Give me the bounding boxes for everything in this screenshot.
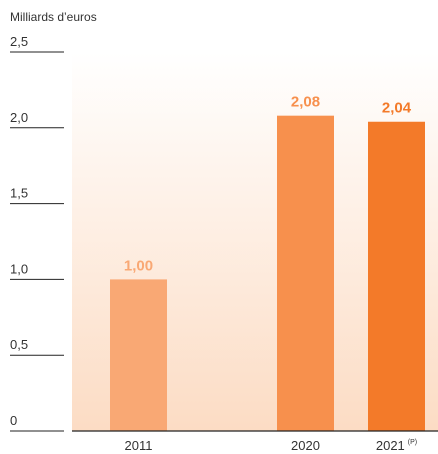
y-tick-label: 1,5 [10, 186, 28, 201]
x-axis-categories: 2011 2020 2021 (P) [125, 438, 418, 453]
value-labels: 1,00 2,08 2,04 [124, 94, 412, 275]
bar-2011 [110, 279, 167, 431]
category-year: 2021 [376, 438, 405, 453]
y-axis-unit-label: Milliards d’euros [10, 10, 97, 24]
category-year: 2011 [125, 438, 153, 453]
y-tick-label: 2,5 [10, 34, 28, 49]
category-label-2011: 2011 [125, 438, 153, 453]
value-label-2021: 2,04 [382, 100, 412, 117]
bar-2021 [368, 121, 425, 432]
category-note: (P) [408, 439, 417, 446]
y-tick-label: 0,5 [10, 337, 28, 352]
y-axis-ticks: 0 0,5 1,0 1,5 2,0 2,5 [10, 34, 64, 432]
bar-2020 [277, 115, 334, 431]
category-label-2020: 2020 [291, 438, 320, 453]
category-label-2021: 2021 (P) [376, 438, 417, 453]
value-label-2011: 1,00 [124, 257, 153, 274]
bars [110, 115, 425, 432]
category-year: 2020 [291, 438, 320, 453]
y-tick-label: 2,0 [10, 110, 28, 125]
y-tick-label: 0 [10, 413, 17, 428]
value-label-2020: 2,08 [291, 94, 320, 111]
y-tick-label: 1,0 [10, 261, 28, 276]
